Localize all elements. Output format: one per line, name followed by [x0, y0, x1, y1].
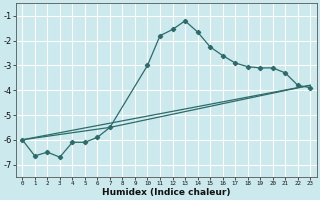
X-axis label: Humidex (Indice chaleur): Humidex (Indice chaleur) [102, 188, 230, 197]
